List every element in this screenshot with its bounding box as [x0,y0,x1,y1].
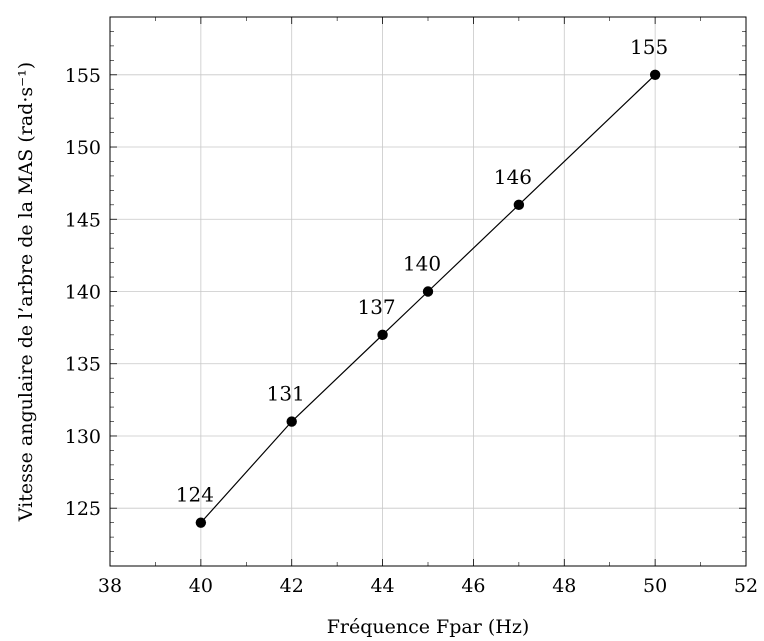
data-label: 137 [357,295,395,319]
x-tick-labels: 38 40 42 44 46 48 50 52 [98,575,758,597]
x-tick-label: 40 [189,575,213,597]
x-tick-label: 42 [280,575,304,597]
x-tick-label: 46 [461,575,485,597]
x-tick-label: 50 [643,575,667,597]
x-tick-label: 48 [552,575,576,597]
data-point [513,199,525,211]
data-point [422,286,434,297]
data-label: 155 [630,35,668,59]
y-tick-labels: 125 130 135 140 145 150 155 [65,65,101,520]
series-group: 124 131 137 140 146 155 [176,35,668,528]
x-tick-label: 52 [734,575,758,597]
y-tick-label: 130 [65,426,101,448]
x-axis-label: Fréquence Fpar (Hz) [327,616,530,638]
y-tick-label: 155 [65,65,101,87]
plot-frame [109,16,747,567]
x-tick-label: 44 [370,575,394,597]
y-axis-label: Vitesse angulaire de l’arbre de la MAS (… [15,62,37,522]
data-point [377,329,388,341]
data-label: 124 [176,483,214,507]
y-tick-label: 140 [65,282,101,304]
data-point [195,517,207,528]
data-point [286,416,297,427]
minor-ticks [110,16,746,567]
y-tick-label: 145 [65,209,101,231]
y-tick-label: 125 [65,498,101,520]
x-tick-label: 38 [98,575,122,597]
data-label: 146 [494,165,532,189]
grid [109,17,747,566]
data-label: 140 [403,252,441,276]
y-tick-label: 150 [65,137,101,159]
data-point [649,69,661,80]
y-tick-label: 135 [65,354,101,376]
series-line [200,74,656,524]
data-label: 131 [267,382,305,406]
